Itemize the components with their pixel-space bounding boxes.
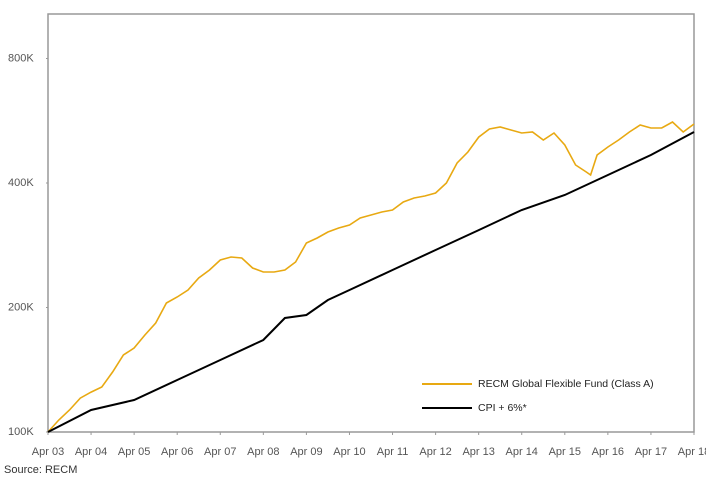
x-tick-label: Apr 17: [635, 446, 667, 458]
x-tick-label: Apr 14: [506, 446, 538, 458]
x-tick-label: Apr 18: [678, 446, 706, 458]
legend-label: RECM Global Flexible Fund (Class A): [478, 378, 654, 390]
x-tick-label: Apr 10: [333, 446, 365, 458]
legend-label: CPI + 6%*: [478, 402, 527, 414]
x-tick-label: Apr 03: [32, 446, 64, 458]
y-tick-label: 200K: [8, 301, 34, 313]
x-tick-label: Apr 13: [462, 446, 494, 458]
x-tick-label: Apr 09: [290, 446, 322, 458]
x-tick-label: Apr 12: [419, 446, 451, 458]
x-tick-label: Apr 05: [118, 446, 150, 458]
x-tick-label: Apr 08: [247, 446, 279, 458]
series-line: [47, 131, 695, 433]
x-tick-label: Apr 16: [592, 446, 624, 458]
y-tick-label: 800K: [8, 52, 34, 64]
x-tick-label: Apr 15: [549, 446, 581, 458]
y-tick-label: 100K: [8, 426, 34, 438]
x-tick-label: Apr 04: [75, 446, 107, 458]
source: Source: RECM: [4, 464, 77, 476]
y-tick-label: 400K: [8, 177, 34, 189]
plot-frame: [47, 13, 695, 433]
x-tick-label: Apr 11: [377, 446, 409, 458]
x-tick-label: Apr 06: [161, 446, 193, 458]
series-line: [47, 121, 695, 433]
x-tick-label: Apr 07: [204, 446, 236, 458]
